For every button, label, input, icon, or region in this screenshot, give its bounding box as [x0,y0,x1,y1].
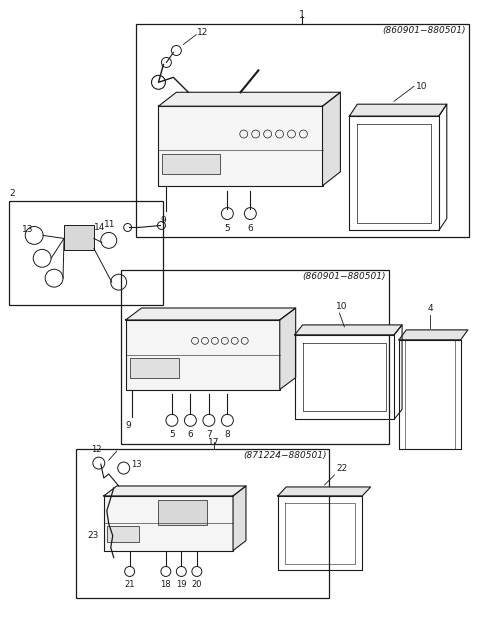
Text: 22: 22 [336,464,348,473]
Polygon shape [349,104,447,116]
Bar [120,270,389,444]
Text: 18: 18 [160,581,171,589]
Bar [9,201,164,305]
Bar [130,358,179,378]
Text: 14: 14 [94,223,105,231]
Bar [104,496,233,550]
Bar [76,449,329,598]
Bar [136,23,468,238]
Text: 6: 6 [248,225,253,233]
Text: 2: 2 [9,189,15,197]
Text: 10: 10 [336,302,347,311]
Text: 17: 17 [208,438,220,447]
Bar [107,526,139,542]
Text: 10: 10 [416,82,428,91]
Polygon shape [104,486,246,496]
Text: (860901−880501): (860901−880501) [382,26,466,35]
Text: (860901−880501): (860901−880501) [303,272,386,281]
Text: 1: 1 [299,10,305,20]
Text: 12: 12 [197,28,209,37]
Text: 5: 5 [169,430,175,439]
Polygon shape [278,487,371,496]
Polygon shape [399,330,468,340]
Text: 12: 12 [92,445,102,454]
Text: (871224−880501): (871224−880501) [243,451,326,460]
Text: 9: 9 [161,215,167,225]
Text: 19: 19 [176,581,187,589]
Text: 13: 13 [22,225,33,234]
Text: 8: 8 [225,430,230,439]
Bar [158,500,207,525]
Polygon shape [233,486,246,550]
Text: 7: 7 [206,430,212,439]
Text: 13: 13 [131,460,141,468]
Text: 5: 5 [225,225,230,233]
Text: 9: 9 [126,421,132,430]
Polygon shape [280,308,296,389]
Text: 11: 11 [104,220,116,229]
Polygon shape [126,308,296,320]
Polygon shape [295,325,402,335]
Bar [64,225,94,251]
Text: 20: 20 [192,581,202,589]
Text: 23: 23 [87,531,99,540]
Bar [126,320,280,389]
Bar [162,154,220,174]
Text: 21: 21 [124,581,135,589]
Circle shape [157,222,166,230]
Text: 6: 6 [188,430,193,439]
Text: 4: 4 [427,304,432,313]
Bar [158,106,323,186]
Polygon shape [323,93,340,186]
Polygon shape [158,93,340,106]
